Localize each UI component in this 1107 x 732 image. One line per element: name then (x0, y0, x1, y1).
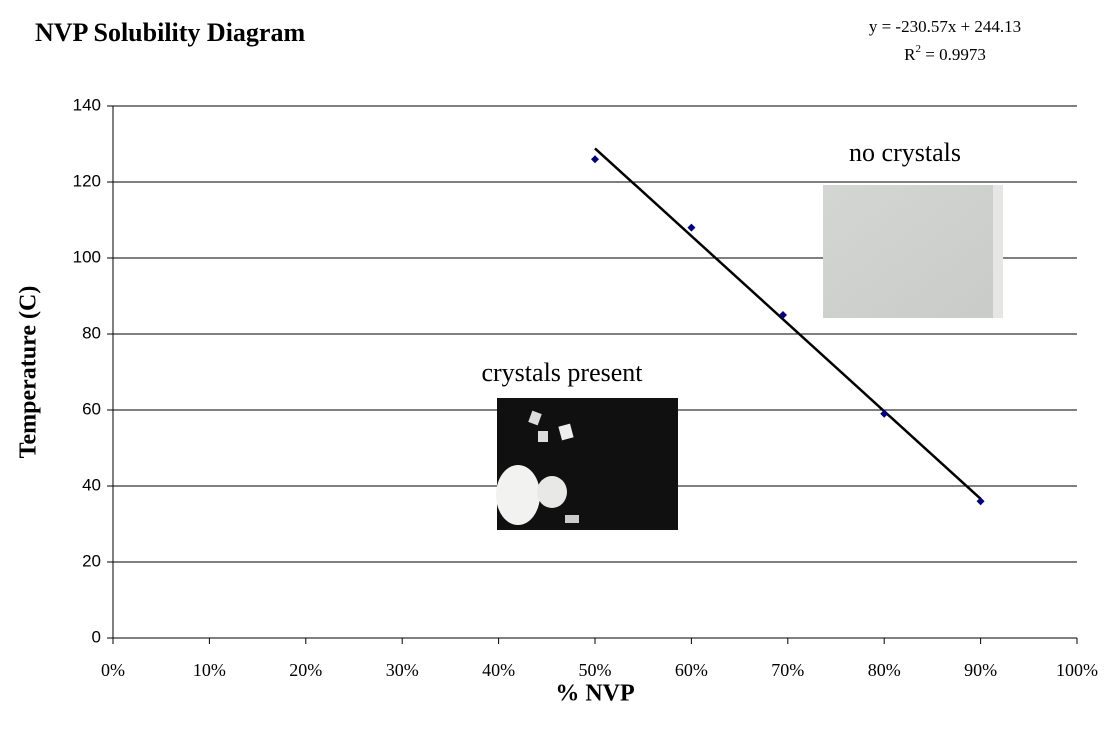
x-tick-label: 70% (771, 660, 804, 680)
crystal (538, 431, 548, 442)
y-tick-label: 140 (73, 95, 101, 114)
y-axis-label: Temperature (C) (16, 286, 42, 459)
data-point (880, 409, 889, 418)
chart-title: NVP Solubility Diagram (35, 18, 305, 47)
x-tick-label: 60% (675, 660, 708, 680)
annotation: crystals present (481, 358, 643, 387)
x-tick-label: 0% (101, 660, 125, 680)
y-tick-label: 20 (82, 551, 101, 570)
y-tick-label: 40 (82, 475, 101, 494)
crystal (565, 515, 579, 523)
annotation: no crystals (849, 138, 961, 167)
photo-no-crystals (823, 185, 1003, 318)
equation: y = -230.57x + 244.13 (869, 17, 1021, 36)
y-tick-label: 120 (73, 171, 101, 190)
crystal (537, 476, 567, 508)
x-axis-label: % NVP (555, 681, 634, 707)
x-tick-label: 20% (289, 660, 322, 680)
x-tick-label: 30% (386, 660, 419, 680)
x-tick-label: 50% (579, 660, 612, 680)
y-tick-label: 80 (82, 323, 101, 342)
photos (496, 185, 1003, 530)
x-tick-label: 80% (868, 660, 901, 680)
data-point (591, 155, 599, 164)
r-squared: R2 = 0.9973 (904, 43, 986, 64)
photo-edge (993, 185, 1003, 318)
data-point (687, 223, 696, 232)
x-tick-label: 10% (193, 660, 226, 680)
crystal (528, 410, 542, 426)
data-point (976, 497, 985, 506)
x-tick-label: 100% (1056, 660, 1098, 680)
crystal (558, 423, 574, 441)
crystal (496, 465, 540, 525)
x-tick-label: 90% (964, 660, 997, 680)
y-tick-label: 100 (73, 247, 101, 266)
data-point (778, 311, 787, 319)
x-tick-label: 40% (482, 660, 515, 680)
y-tick-label: 60 (82, 399, 101, 418)
trendline (594, 147, 982, 500)
y-tick-label: 0 (92, 627, 101, 646)
